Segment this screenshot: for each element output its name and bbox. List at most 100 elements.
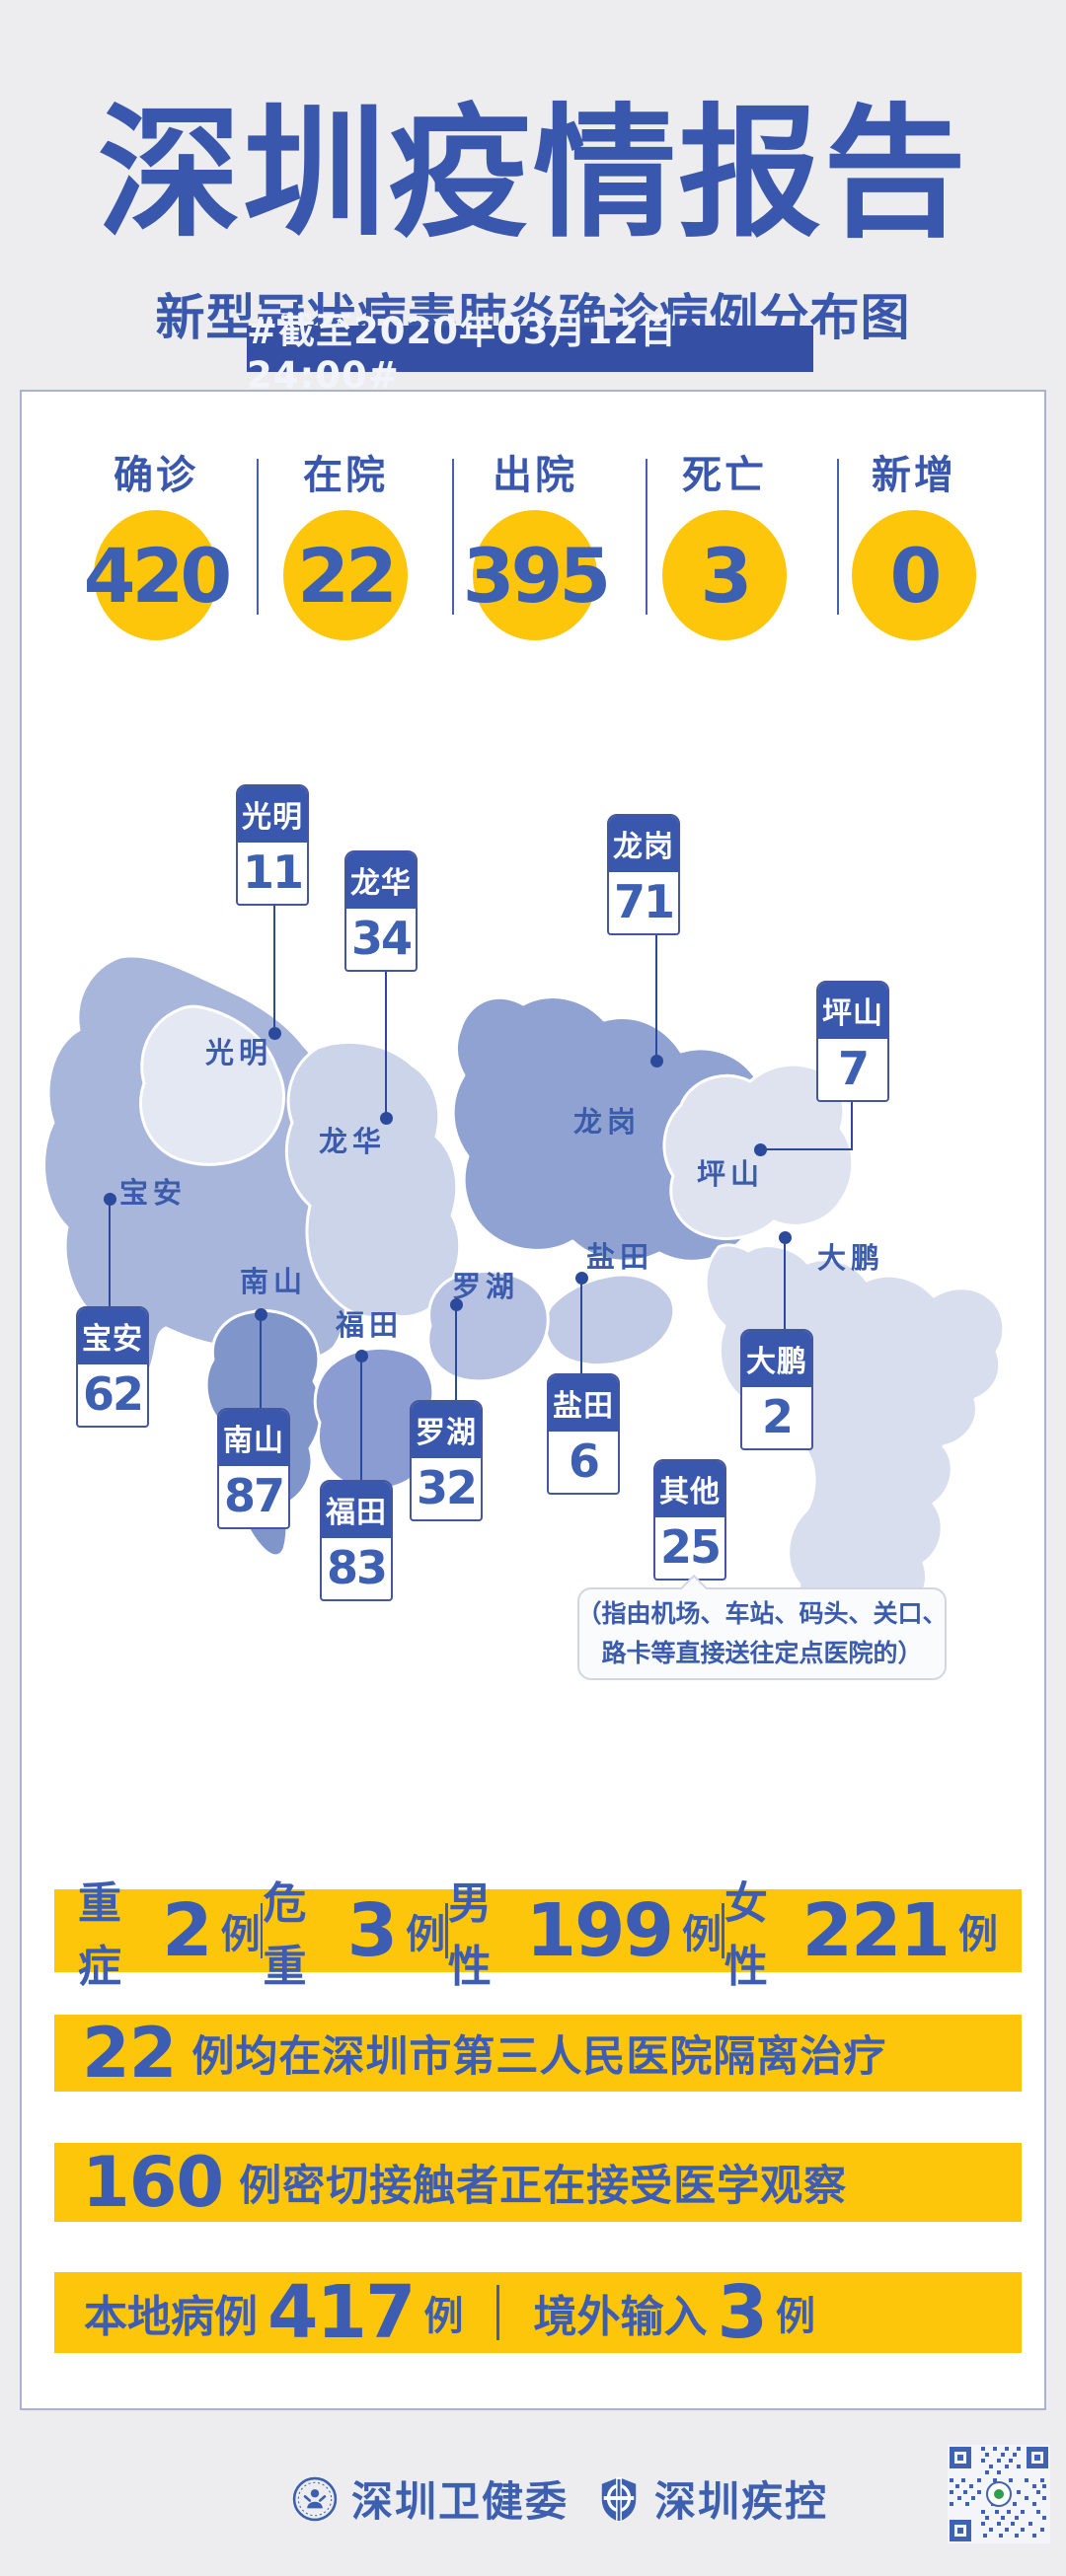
qr-finder-icon xyxy=(1027,2447,1048,2468)
segment-unit: 例 xyxy=(957,1912,998,1957)
segment-severe: 重症 2 例 xyxy=(78,1868,261,1994)
segment-female: 女性 221 例 xyxy=(724,1868,998,1994)
segment-label: 重症 xyxy=(78,1878,121,1992)
segment-imported: 境外输入 3 例 xyxy=(533,2270,815,2355)
connector-futian xyxy=(360,1356,362,1480)
connector-guangming xyxy=(273,887,275,1033)
stat-label: 在院 xyxy=(303,453,388,498)
hospital-bar: 22 例均在深圳市第三人民医院隔离治疗 xyxy=(54,2013,1022,2094)
map-label-dapeng: 大鹏 xyxy=(817,1241,884,1275)
map-label-longhua: 龙华 xyxy=(319,1125,386,1158)
callout-pingshan: 坪山 7 xyxy=(816,981,889,1102)
connector-pingshan-v xyxy=(851,1083,853,1150)
origin-bar: 本地病例 417 例 境外输入 3 例 xyxy=(54,2270,1022,2355)
segment-label: 男性 xyxy=(447,1878,492,1992)
segment-local: 本地病例 417 例 xyxy=(84,2270,463,2355)
date-badge: #截至2020年03月12日24:00# xyxy=(247,310,813,397)
segment-label: 女性 xyxy=(723,1878,768,1992)
callout-case-count: 2 xyxy=(761,1390,794,1443)
segment-value: 221 xyxy=(801,1888,951,1973)
callout-case-count: 6 xyxy=(568,1435,600,1488)
stat-discharged: 出院 395 xyxy=(440,443,630,640)
map-label-longgang: 龙岗 xyxy=(573,1105,641,1139)
connector-dot-longhua xyxy=(380,1112,393,1125)
observation-count: 160 xyxy=(82,2142,224,2223)
footer-org-cdc: 深圳疾控 xyxy=(597,2468,828,2529)
map-label-luohu: 罗湖 xyxy=(452,1270,519,1303)
stat-value: 3 xyxy=(700,531,753,620)
segment-critical: 危重 3 例 xyxy=(263,1868,445,1994)
stat-divider xyxy=(837,459,839,615)
cdc-shield-icon xyxy=(601,2476,637,2522)
health-commission-seal-icon xyxy=(292,2476,338,2521)
connector-dot-yantian xyxy=(575,1272,588,1285)
bar-divider xyxy=(722,1903,724,1958)
stat-value: 395 xyxy=(462,531,612,620)
bar-divider xyxy=(445,1903,448,1958)
stat-label: 出院 xyxy=(493,453,577,498)
stat-new: 新增 0 xyxy=(819,443,1009,640)
severity-gender-bar: 重症 2 例 危重 3 例 男性 199 例 女性 221 例 xyxy=(54,1878,1022,1992)
map-label-guangming: 光明 xyxy=(205,1036,272,1069)
district-yantian xyxy=(543,1273,676,1367)
qr-finder-icon xyxy=(950,2447,971,2468)
connector-yantian xyxy=(580,1278,582,1373)
qr-finder-icon xyxy=(950,2520,971,2541)
footer-org1-label: 深圳卫健委 xyxy=(351,2477,570,2526)
segment-label: 境外输入 xyxy=(533,2292,708,2342)
segment-value: 3 xyxy=(346,1888,398,1973)
stat-value: 22 xyxy=(297,531,398,620)
map-label-yantian: 盐田 xyxy=(586,1240,653,1274)
note-line-2: 路卡等直接送往定点医院的） xyxy=(601,1639,923,1667)
summary-stats-row: 确诊 420 在院 22 出院 395 死亡 3 新增 0 xyxy=(61,443,1009,640)
segment-unit: 例 xyxy=(682,1912,723,1957)
connector-nanshan xyxy=(260,1314,262,1408)
qr-center-logo-icon xyxy=(986,2481,1012,2507)
segment-unit: 例 xyxy=(406,1912,446,1957)
segment-unit: 例 xyxy=(220,1912,261,1957)
page-title: 深圳疫情报告 xyxy=(98,91,968,258)
callout-case-count: 71 xyxy=(613,875,675,928)
segment-unit: 例 xyxy=(423,2294,464,2339)
callout-district-name: 龙岗 xyxy=(609,816,678,872)
district-longhua xyxy=(284,1041,462,1319)
segment-male: 男性 199 例 xyxy=(448,1868,722,1994)
hospital-count: 22 xyxy=(82,2013,177,2094)
connector-dot-longgang xyxy=(650,1055,663,1067)
callout-district-name: 龙华 xyxy=(346,852,416,909)
stat-circle: 22 xyxy=(283,510,408,640)
other-note-bubble: （指由机场、车站、码头、关口、 路卡等直接送往定点医院的） xyxy=(577,1587,948,1680)
callout-district-name: 坪山 xyxy=(818,983,887,1039)
callout-case-count: 83 xyxy=(326,1541,388,1594)
callout-district-name: 罗湖 xyxy=(412,1402,481,1458)
map-label-nanshan: 南山 xyxy=(240,1265,307,1298)
stat-value: 420 xyxy=(83,531,233,620)
footer-org-health-commission: 深圳卫健委 xyxy=(292,2468,569,2529)
connector-dot-pingshan xyxy=(754,1143,767,1156)
report-card: 确诊 420 在院 22 出院 395 死亡 3 新增 0 xyxy=(20,390,1046,2410)
bar-divider xyxy=(260,1903,264,1958)
connector-dapeng xyxy=(784,1237,786,1329)
callout-yantian: 盐田 6 xyxy=(547,1373,620,1495)
stat-circle: 3 xyxy=(662,510,787,640)
observation-bar: 160 例密切接触者正在接受医学观察 xyxy=(54,2142,1022,2223)
stat-circle: 420 xyxy=(84,510,232,640)
callout-futian: 福田 83 xyxy=(320,1480,393,1601)
callout-case-count: 62 xyxy=(82,1367,144,1421)
footer-org2-label: 深圳疾控 xyxy=(654,2477,829,2526)
map-label-pingshan: 坪山 xyxy=(697,1157,764,1191)
connector-dot-baoan xyxy=(104,1193,116,1206)
callout-case-count: 25 xyxy=(659,1520,722,1574)
callout-case-count: 87 xyxy=(223,1469,285,1522)
connector-dot-futian xyxy=(355,1350,368,1362)
stat-in-hospital: 在院 22 xyxy=(251,443,440,640)
callout-district-name: 盐田 xyxy=(549,1375,618,1432)
connector-luohu xyxy=(455,1304,457,1400)
segment-label: 本地病例 xyxy=(84,2292,258,2342)
callout-case-count: 34 xyxy=(350,912,413,965)
qr-code xyxy=(948,2445,1050,2543)
stat-label: 死亡 xyxy=(682,453,767,498)
hospital-text: 例均在深圳市第三人民医院隔离治疗 xyxy=(191,2032,887,2082)
callout-case-count: 32 xyxy=(416,1461,478,1514)
segment-value: 2 xyxy=(162,1888,212,1973)
